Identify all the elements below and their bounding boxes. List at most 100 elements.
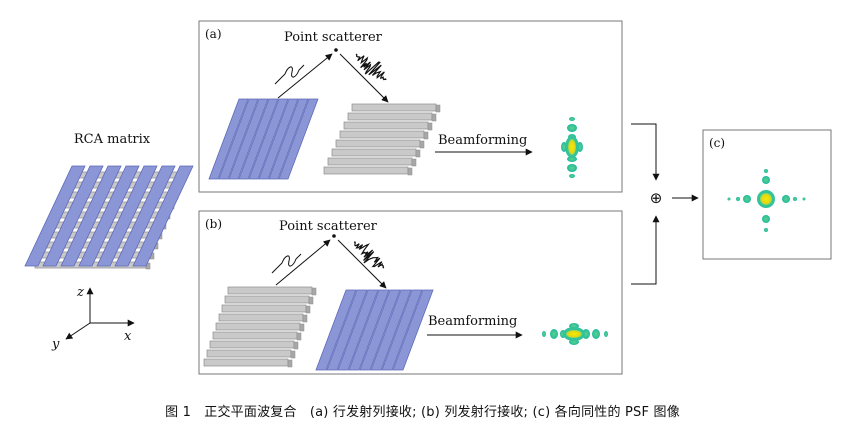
rca-row-element	[42, 165, 104, 267]
rca-row-element	[132, 165, 194, 267]
panel-a-receive-arrow	[339, 53, 389, 103]
column-element-edge	[423, 131, 429, 140]
panel-b-psf-image	[542, 323, 608, 345]
column-element-edge	[296, 332, 302, 341]
row-element	[208, 98, 249, 180]
column-element	[203, 358, 289, 367]
panel-a-transmit-arrow	[277, 53, 333, 99]
point-scatterer-a	[334, 48, 338, 52]
psf-sidelobe	[802, 197, 806, 201]
panel-c-label: (c)	[709, 136, 725, 150]
column-element-edge	[308, 296, 314, 305]
row-element	[359, 289, 401, 371]
point-scatterer-b-label: Point scatterer	[279, 219, 378, 234]
row-element	[348, 289, 390, 371]
compound-connectors: ⊕	[631, 123, 699, 285]
column-element	[347, 112, 433, 121]
psf-mainlobe-core	[760, 193, 772, 205]
row-element	[268, 98, 309, 180]
axis-z-label: z	[76, 285, 84, 300]
row-element	[315, 289, 357, 371]
panel-b-label: (b)	[205, 217, 222, 231]
column-element-edge	[287, 359, 293, 368]
column-element-edge	[427, 122, 433, 131]
row-element	[218, 98, 259, 180]
column-element	[343, 121, 429, 130]
column-element	[221, 304, 307, 313]
rca-row-element	[60, 165, 122, 267]
echo-signal-icon	[355, 53, 387, 81]
psf-sidelobe	[793, 197, 797, 201]
column-element-edge	[419, 140, 425, 149]
rca-row-element	[78, 165, 140, 267]
column-element	[327, 157, 413, 166]
column-element	[339, 130, 425, 139]
psf-sidelobe	[567, 124, 577, 132]
psf-mainlobe-core	[566, 330, 582, 338]
psf-sidelobe	[743, 195, 751, 203]
column-element-edge	[411, 158, 417, 167]
psf-sidelobe	[569, 174, 575, 178]
psf-sidelobe	[569, 117, 575, 121]
column-element-edge	[305, 305, 311, 314]
row-element	[370, 289, 412, 371]
panel-b-column-array	[203, 286, 317, 368]
rca-row-element	[96, 165, 158, 267]
psf-sidelobe	[592, 329, 600, 339]
rca-matrix	[24, 165, 194, 270]
column-element	[224, 295, 310, 304]
axis-x-label: x	[124, 329, 132, 344]
rca-row-element	[24, 165, 86, 267]
echo-signal-icon	[353, 241, 385, 269]
psf-sidelobe	[727, 197, 731, 201]
column-element-edge	[435, 104, 441, 113]
beamforming-b-label: Beamforming	[428, 314, 517, 329]
psf-sidelobe	[736, 197, 740, 201]
row-element	[248, 98, 289, 180]
column-element	[331, 148, 417, 157]
column-element	[215, 322, 301, 331]
psf-sidelobe	[567, 164, 577, 172]
rca-matrix-label: RCA matrix	[74, 132, 151, 147]
psf-sidelobe	[542, 331, 546, 337]
psf-sidelobe	[762, 176, 770, 184]
column-element	[351, 103, 437, 112]
rca-row-element	[114, 165, 176, 267]
psf-sidelobe	[604, 331, 608, 337]
coordinate-axes: z x y	[51, 285, 135, 352]
point-scatterer-a-label: Point scatterer	[284, 30, 383, 45]
row-element	[238, 98, 279, 180]
column-element	[218, 313, 304, 322]
column-element-edge	[293, 341, 299, 350]
row-element	[381, 289, 423, 371]
row-element	[228, 98, 269, 180]
beamforming-a-label: Beamforming	[438, 133, 527, 148]
column-element	[209, 340, 295, 349]
column-element	[206, 349, 292, 358]
column-element-edge	[407, 167, 413, 176]
panel-a-label: (a)	[205, 27, 222, 41]
row-element	[337, 289, 379, 371]
psf-sidelobe	[550, 329, 558, 339]
column-element	[212, 331, 298, 340]
panel-a-column-array	[323, 103, 441, 176]
panel-c: (c)	[702, 129, 832, 260]
panel-b: (b) Point scatterer Beamforming	[198, 210, 623, 375]
row-element	[392, 289, 434, 371]
point-scatterer-b	[332, 234, 336, 238]
panel-b-row-array	[315, 289, 434, 371]
psf-sidelobe	[782, 195, 790, 203]
panel-b-receive-arrow	[337, 239, 387, 289]
column-element-edge	[415, 149, 421, 158]
psf-sidelobe	[567, 156, 577, 162]
panel-a-row-array	[208, 98, 319, 180]
row-element	[326, 289, 368, 371]
psf-mainlobe-core	[568, 139, 576, 155]
psf-sidelobe	[762, 215, 770, 223]
column-element-edge	[311, 287, 317, 296]
axis-y-label: y	[51, 337, 60, 352]
wave-pulse-icon	[271, 253, 302, 274]
column-element-edge	[302, 314, 308, 323]
column-element	[323, 166, 409, 175]
